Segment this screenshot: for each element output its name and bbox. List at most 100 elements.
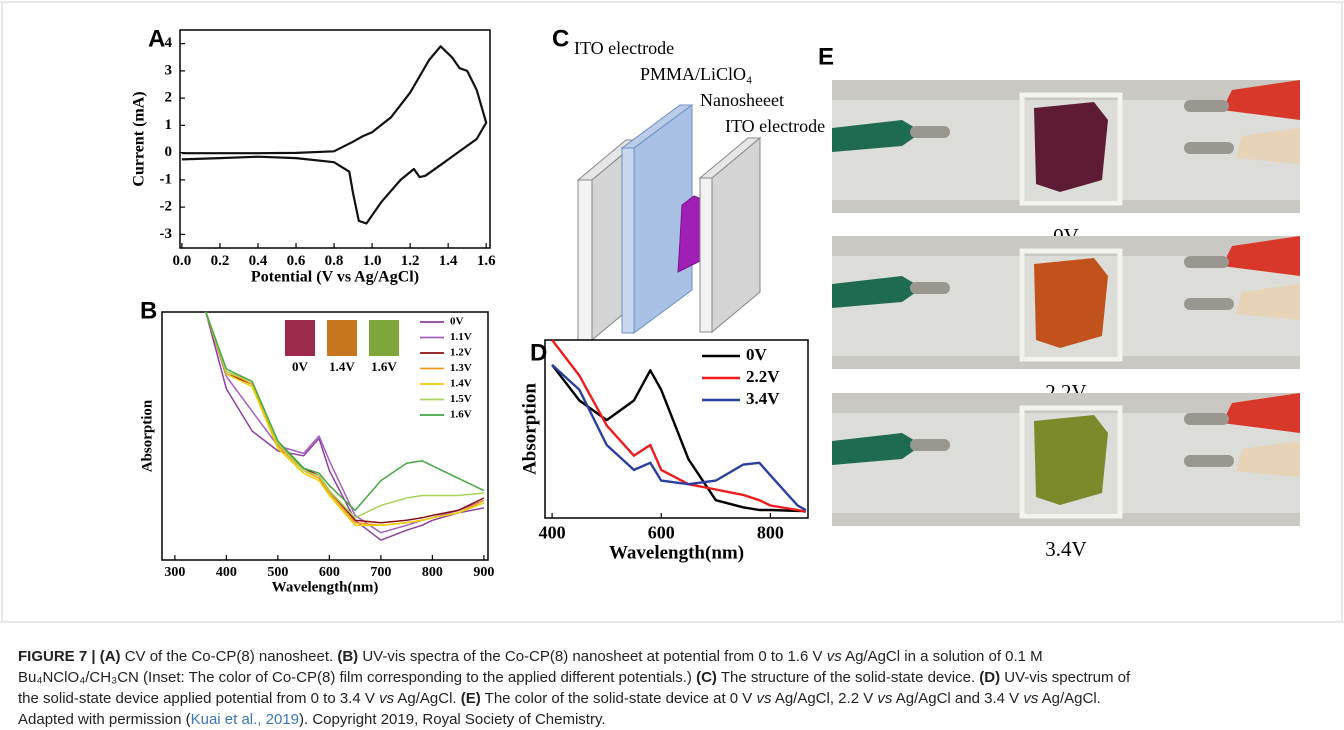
y-axis-label: Absorption: [519, 383, 540, 475]
caption-text: Ag/AgCl in a solution of 0.1 M: [841, 648, 1043, 665]
caption-line: FIGURE 7 | (A) CV of the Co-CP(8) nanosh…: [18, 646, 1338, 667]
panel-label: C: [552, 25, 569, 52]
panel-label: B: [140, 297, 157, 324]
plot-frame: [161, 311, 489, 561]
x-tick-label: 0.2: [211, 253, 230, 269]
caption-text: Ag/AgCl, 2.2 V: [771, 690, 878, 707]
device-photo: [832, 393, 1300, 526]
data-line: [181, 45, 488, 225]
y-tick-label: -2: [160, 199, 173, 215]
data-line: [205, 311, 485, 527]
inset-swatch: [285, 320, 315, 356]
cell-frame: [1019, 405, 1123, 519]
data-line: [205, 311, 485, 541]
caption-text: vs: [877, 690, 893, 707]
plot-frame: [179, 29, 491, 249]
caption-text: ). Copyright 2019, Royal Society of Chem…: [299, 711, 606, 728]
caption-text: UV-vis spectrum of: [1000, 669, 1131, 686]
caption-text: Ag/AgCl.: [1038, 690, 1101, 707]
data-line: [551, 364, 807, 512]
caption-text: (C): [696, 669, 717, 686]
citation-link[interactable]: Kuai et al., 2019: [190, 711, 300, 728]
caption-text: CV of the Co-CP(8) nanosheet.: [120, 648, 338, 665]
caption-text: FIGURE 7 | (A): [18, 648, 121, 665]
x-tick-label: 300: [164, 565, 185, 580]
x-tick-label: 500: [267, 565, 288, 580]
caption-line: Adapted with permission (Kuai et al., 20…: [18, 709, 1338, 730]
data-line: [551, 364, 806, 513]
clip-right-tip: [1184, 256, 1229, 268]
clip-right-2: [1236, 441, 1300, 477]
panel-label: A: [148, 25, 165, 52]
cell-frame: [1019, 248, 1123, 362]
x-tick-label: 0.8: [325, 253, 344, 269]
diagram-label: ITO electrode: [574, 38, 674, 58]
legend-label: 0V: [746, 345, 768, 364]
x-tick-label: 600: [319, 565, 340, 580]
x-tick-label: 700: [370, 565, 391, 580]
data-line: [205, 311, 485, 512]
y-tick-label: 1: [165, 117, 173, 133]
film-flake: [1034, 415, 1108, 505]
inset-label: 0V: [292, 359, 309, 374]
x-tick-label: 800: [422, 565, 443, 580]
caption-text: vs: [756, 690, 772, 707]
legend-label: 3.4V: [746, 389, 780, 408]
legend-label: 1.3V: [450, 362, 472, 374]
clip-right: [1222, 236, 1300, 276]
clip-right: [1222, 393, 1300, 433]
y-tick-label: 3: [165, 62, 173, 78]
legend-label: 0V: [450, 316, 464, 328]
caption-text: The color of the solid-state device at 0…: [480, 690, 757, 707]
x-tick-label: 900: [473, 565, 494, 580]
caption-text: Ag/AgCl.: [394, 690, 461, 707]
legend-label: 1.6V: [450, 409, 472, 421]
clip-left-tip: [910, 439, 950, 451]
x-axis-label: Wavelength(nm): [272, 579, 379, 595]
diagram-label: PMMA/LiClO₄: [640, 64, 752, 84]
y-axis-label: Current (mA): [131, 91, 148, 186]
device-diagram: [576, 104, 762, 342]
x-tick-label: 800: [757, 522, 784, 542]
legend-label: 1.2V: [450, 347, 472, 359]
legend-label: 1.1V: [450, 331, 472, 343]
figure-border: [1, 1, 1343, 623]
x-tick-label: 0.0: [173, 253, 192, 269]
x-axis-label: Wavelength(nm): [609, 542, 744, 563]
panel-label: E: [818, 43, 834, 70]
clip-right-tip: [1184, 455, 1234, 467]
x-axis-label: Potential (V vs Ag/AgCl): [251, 269, 419, 286]
clip-right: [1222, 80, 1300, 120]
caption-text: Adapted with permission (: [18, 711, 191, 728]
caption-text: vs: [1023, 690, 1039, 707]
caption-line: Bu₄NClO₄/CH₃CN (Inset: The color of Co-C…: [18, 667, 1338, 688]
x-tick-label: 0.6: [287, 253, 306, 269]
cell-frame: [1019, 92, 1123, 206]
legend-label: 2.2V: [746, 367, 780, 386]
clip-left: [832, 433, 922, 465]
inset-swatch: [369, 320, 399, 356]
caption-text: (B): [337, 648, 359, 665]
x-tick-label: 1.6: [477, 253, 496, 269]
panel-label: D: [530, 339, 547, 366]
plot-frame: [544, 339, 809, 519]
film-flake: [1034, 102, 1108, 192]
y-tick-label: 4: [165, 35, 173, 51]
caption-text: Bu₄NClO₄/CH₃CN (Inset: The color of Co-C…: [18, 669, 697, 686]
caption-text: The structure of the solid-state device.: [716, 669, 980, 686]
y-tick-label: 2: [165, 90, 173, 106]
x-tick-label: 400: [539, 522, 566, 542]
clip-left-tip: [910, 282, 950, 294]
diagram-label: ITO electrode: [725, 116, 825, 136]
clip-left: [832, 120, 922, 152]
y-tick-label: 0: [165, 144, 173, 160]
legend-label: 1.4V: [450, 378, 472, 390]
clip-right-tip: [1184, 413, 1229, 425]
y-tick-label: -3: [160, 226, 173, 242]
film-flake: [1034, 258, 1108, 348]
inset-swatch: [327, 320, 357, 356]
y-axis-label: Absorption: [139, 399, 155, 472]
x-tick-label: 1.2: [401, 253, 420, 269]
x-tick-label: 600: [648, 522, 675, 542]
